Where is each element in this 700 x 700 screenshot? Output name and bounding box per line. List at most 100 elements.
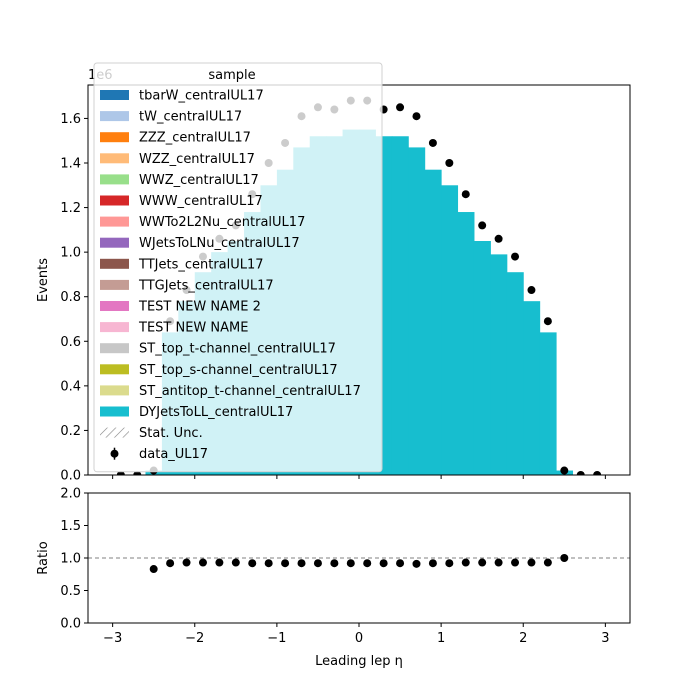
data-point	[494, 234, 503, 243]
histogram-bar	[391, 136, 409, 475]
legend-label: ST_top_t-channel_centralUL17	[139, 342, 336, 357]
y-tick-label: 1.4	[60, 157, 81, 172]
ratio-point	[511, 558, 520, 567]
ratio-point	[264, 559, 273, 568]
legend-swatch	[100, 195, 129, 206]
x-tick-label: −2	[185, 631, 204, 646]
histogram-bar	[473, 241, 491, 475]
legend-swatch	[100, 174, 129, 185]
legend-swatch	[100, 111, 129, 122]
ratio-y-tick-label: 1.5	[60, 519, 81, 534]
legend-entry: TTJets_centralUL17	[100, 257, 264, 272]
y-tick-label: 0.2	[60, 424, 81, 439]
legend-hatch-swatch	[100, 427, 129, 438]
data-point	[527, 286, 536, 295]
x-tick-label: 3	[601, 631, 609, 646]
ratio-y-ticks: 0.0 0.5 1.0 1.5 2.0	[60, 487, 88, 632]
data-point	[461, 190, 470, 199]
ratio-point	[215, 558, 224, 567]
data-point	[478, 221, 487, 230]
x-tick-label: 0	[355, 631, 363, 646]
histogram-bar	[523, 301, 541, 475]
ratio-point	[396, 559, 405, 568]
data-point	[511, 252, 520, 261]
histogram-bar	[490, 254, 508, 475]
data-point	[412, 112, 421, 121]
data-point	[445, 159, 454, 167]
ratio-point	[330, 559, 339, 568]
y-tick-label: 1.2	[60, 201, 81, 216]
legend-label: ST_antitop_t-channel_centralUL17	[139, 384, 361, 399]
y-axis-label: Events	[36, 258, 51, 302]
ratio-point	[198, 558, 207, 567]
y-tick-label: 0.6	[60, 335, 81, 350]
legend-title: sample	[208, 68, 255, 83]
legend-label: TEST NEW NAME	[138, 321, 248, 336]
legend-swatch	[100, 385, 129, 396]
ratio-point	[543, 558, 552, 567]
ratio-point	[248, 559, 257, 568]
legend-entry: WWW_centralUL17	[100, 194, 263, 209]
main-x-ticks	[112, 475, 606, 479]
y-tick-label: 0.4	[60, 379, 81, 394]
legend-label: WWW_centralUL17	[139, 194, 263, 209]
x-tick-label: 2	[519, 631, 527, 646]
ratio-plot-area	[88, 493, 630, 623]
x-tick-label: −1	[267, 631, 286, 646]
legend-label: WWZ_centralUL17	[139, 173, 259, 188]
legend-swatch	[100, 237, 129, 248]
ratio-points	[149, 554, 569, 574]
legend-swatch	[100, 153, 129, 164]
ratio-point	[379, 559, 388, 568]
legend-swatch	[100, 132, 129, 143]
legend-label: WWTo2L2Nu_centralUL17	[139, 215, 305, 230]
legend-entry: WWZ_centralUL17	[100, 173, 259, 188]
ratio-point	[445, 559, 454, 568]
y-tick-label: 1.0	[60, 246, 81, 261]
legend-entry: data_UL17	[110, 447, 208, 462]
data-point	[396, 103, 405, 112]
y-tick-label: 1.6	[60, 112, 81, 127]
histogram-bar	[457, 212, 475, 475]
ratio-point	[231, 558, 240, 567]
histogram-bar	[424, 169, 442, 475]
histogram-bar	[539, 332, 557, 475]
x-axis-label: Leading lep η	[315, 654, 403, 669]
y-tick-label: 0.8	[60, 290, 81, 305]
legend-label: data_UL17	[139, 447, 208, 462]
legend-label: WJetsToLNu_centralUL17	[139, 236, 300, 251]
legend-label: TTJets_centralUL17	[138, 257, 264, 272]
legend-entry: Stat. Unc.	[100, 426, 203, 441]
legend-label: ZZZ_centralUL17	[139, 131, 251, 146]
ratio-y-tick-label: 0.5	[60, 584, 81, 599]
ratio-point	[281, 559, 290, 568]
ratio-point	[363, 559, 372, 568]
legend-label: ST_top_s-channel_centralUL17	[139, 363, 338, 378]
legend-entry: WWTo2L2Nu_centralUL17	[100, 215, 305, 230]
legend-entry: ST_antitop_t-channel_centralUL17	[100, 384, 361, 399]
ratio-y-axis-label: Ratio	[36, 541, 51, 574]
legend-swatch	[100, 279, 129, 290]
ratio-point	[428, 559, 437, 568]
ratio-y-tick-label: 1.0	[60, 552, 81, 567]
legend-entry: tW_centralUL17	[100, 110, 242, 125]
legend-box	[93, 62, 383, 473]
data-point	[576, 471, 585, 475]
legend-entry: TEST NEW NAME 2	[100, 300, 261, 315]
histogram-bar	[506, 272, 524, 475]
ratio-point	[412, 559, 421, 568]
legend-entry: ST_top_t-channel_centralUL17	[100, 342, 336, 357]
legend-swatch	[100, 216, 129, 227]
legend-label: DYJetsToLL_centralUL17	[139, 405, 293, 420]
legend-swatch	[100, 258, 129, 269]
histogram-bar	[408, 147, 426, 475]
ratio-point	[560, 554, 569, 562]
ratio-panel: 0.0 0.5 1.0 1.5 2.0 −3 −2 −1 0 1 2 3 Ratio Leading…	[36, 487, 631, 669]
legend-entry: ST_top_s-channel_centralUL17	[100, 363, 338, 378]
legend-label: tW_centralUL17	[139, 110, 242, 125]
legend-swatch	[100, 406, 129, 417]
x-tick-label: 1	[437, 631, 445, 646]
legend-swatch	[100, 364, 129, 375]
ratio-point	[182, 558, 191, 567]
